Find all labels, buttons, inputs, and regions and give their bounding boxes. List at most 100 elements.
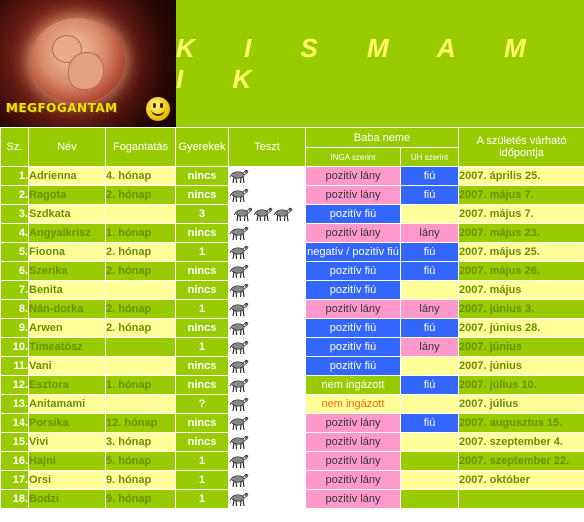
- table-row: 7. Benita nincs pozitív fiú 2007. május: [0, 280, 584, 300]
- row-children: 1: [175, 489, 229, 509]
- row-children: 1: [175, 451, 229, 471]
- row-name: Vani: [28, 356, 106, 376]
- zebra-icon: [229, 340, 249, 355]
- row-uh: lány: [399, 337, 460, 357]
- row-number: 9.: [0, 318, 29, 338]
- row-conception: [105, 280, 176, 300]
- row-test: [228, 242, 306, 262]
- row-children: nincs: [175, 280, 229, 300]
- members-table: Sz. Név Fogantatás Gyerekek Teszt Baba n…: [0, 127, 584, 509]
- row-number: 16.: [0, 451, 29, 471]
- row-number: 13.: [0, 394, 29, 414]
- col-due-header: A születés várható időpontja: [458, 127, 584, 167]
- row-due-date: 2007. május 7.: [458, 185, 584, 205]
- row-children: nincs: [175, 185, 229, 205]
- row-uh: fiú: [399, 261, 460, 281]
- row-name: Arwen: [28, 318, 106, 338]
- row-children: nincs: [175, 413, 229, 433]
- row-uh: fiú: [399, 318, 460, 338]
- row-name: Hajni: [28, 451, 106, 471]
- row-number: 18.: [0, 489, 29, 509]
- row-name: Esztora: [28, 375, 106, 395]
- table-row: 13. Anitamami? nem ingázott 2007. július: [0, 394, 584, 414]
- row-number: 7.: [0, 280, 29, 300]
- row-uh: lány: [399, 223, 460, 243]
- row-due-date: 2007. május 23.: [458, 223, 584, 243]
- zebra-icon: [229, 264, 249, 279]
- row-conception: [105, 337, 176, 357]
- col-baby-sex-header: Baba neme: [304, 127, 460, 148]
- row-children: 1: [175, 470, 229, 490]
- zebra-icon: [273, 207, 293, 222]
- row-test: [228, 318, 306, 338]
- row-test: [228, 356, 306, 376]
- row-name: Bodzi: [28, 489, 106, 509]
- header-row: Sz. Név Fogantatás Gyerekek Teszt Baba n…: [0, 127, 584, 167]
- col-num-header: Sz.: [0, 127, 29, 167]
- row-due-date: 2007. július 10.: [458, 375, 584, 395]
- row-number: 6.: [0, 261, 29, 281]
- row-inga: pozitív lány: [305, 223, 401, 243]
- row-uh: fiú: [399, 166, 460, 186]
- row-inga: pozitív lány: [305, 185, 401, 205]
- col-uh-header: UH szerint: [399, 147, 460, 167]
- header: MEGFOGANTAM K I S M A M I K: [0, 0, 584, 127]
- row-due-date: 2007. május: [458, 280, 584, 300]
- zebra-icon: [229, 283, 249, 298]
- row-due-date: 2007. április 25.: [458, 166, 584, 186]
- row-conception: 5. hónap: [105, 451, 176, 471]
- row-conception: 1. hónap: [105, 375, 176, 395]
- row-due-date: 2007. május 26.: [458, 261, 584, 281]
- row-test: [228, 432, 306, 452]
- row-conception: 2. hónap: [105, 318, 176, 338]
- row-conception: [105, 204, 176, 224]
- table-row: 1. Adrienna 4. hónap nincs pozitív lány fiú 20…: [0, 166, 584, 186]
- row-name: Fioona: [28, 242, 106, 262]
- zebra-icon: [229, 226, 249, 241]
- row-number: 3.: [0, 204, 29, 224]
- row-children: 1: [175, 299, 229, 319]
- row-name: Tímeatósz: [28, 337, 106, 357]
- row-conception: [105, 394, 176, 414]
- row-due-date: 2007. június 28.: [458, 318, 584, 338]
- page-title: K I S M A M I K: [176, 32, 547, 94]
- row-uh: [399, 470, 460, 490]
- zebra-icon: [229, 245, 249, 260]
- row-uh: [399, 356, 460, 376]
- zebra-icon: [229, 492, 249, 507]
- row-test: [228, 204, 306, 224]
- row-name: Szerika: [28, 261, 106, 281]
- row-uh: [399, 432, 460, 452]
- row-uh: [399, 451, 460, 471]
- table-row: 3. Szdkata 3 pozitív fiú 2007. május 7.: [0, 204, 584, 224]
- row-due-date: [458, 489, 584, 509]
- row-due-date: 2007. május 25.: [458, 242, 584, 262]
- row-inga: pozitív lány: [305, 489, 401, 509]
- row-uh: fiú: [399, 185, 460, 205]
- title-banner: K I S M A M I K: [176, 0, 584, 127]
- row-due-date: 2007. augusztus 15.: [458, 413, 584, 433]
- row-due-date: 2007. június 3.: [458, 299, 584, 319]
- row-conception: [105, 356, 176, 376]
- row-inga: pozitív lány: [305, 413, 401, 433]
- table-row: 18. Bodzi 9. hónap 1 pozitív lány: [0, 489, 584, 509]
- row-name: Benita: [28, 280, 106, 300]
- row-test: [228, 489, 306, 509]
- row-conception: 2. hónap: [105, 299, 176, 319]
- row-conception: 4. hónap: [105, 166, 176, 186]
- row-conception: 12. hónap: [105, 413, 176, 433]
- table-row: 4. Angyalkrisz 1. hónap nincs pozitív lány lá…: [0, 223, 584, 243]
- row-test: [228, 299, 306, 319]
- row-test: [228, 261, 306, 281]
- row-inga: pozitív fiú: [305, 337, 401, 357]
- row-children: 1: [175, 337, 229, 357]
- row-inga: pozitív lány: [305, 432, 401, 452]
- row-test: [228, 223, 306, 243]
- row-conception: 9. hónap: [105, 470, 176, 490]
- table-row: 14. Porsika 12. hónap nincs pozitív lány fiú 2…: [0, 413, 584, 433]
- row-uh: fiú: [399, 375, 460, 395]
- row-test: [228, 451, 306, 471]
- row-name: Nán-dorka: [28, 299, 106, 319]
- zebra-icon: [229, 188, 249, 203]
- zebra-icon: [229, 397, 249, 412]
